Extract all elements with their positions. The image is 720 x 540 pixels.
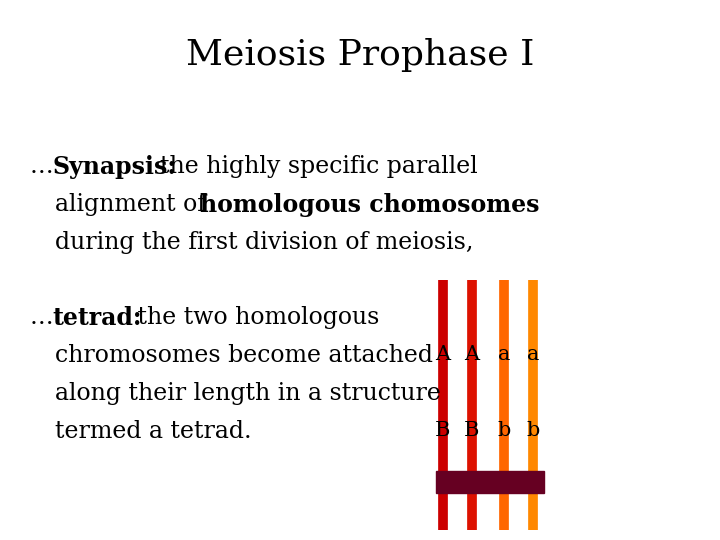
Text: Synapsis:: Synapsis: <box>52 155 176 179</box>
Text: a: a <box>498 346 510 365</box>
Text: homologous chomosomes: homologous chomosomes <box>200 193 539 217</box>
Text: A: A <box>464 346 480 365</box>
Text: b: b <box>526 421 539 440</box>
Text: B: B <box>464 421 480 440</box>
Text: a: a <box>526 346 539 365</box>
Text: A: A <box>435 346 451 365</box>
Text: B: B <box>435 421 451 440</box>
Text: Meiosis Prophase I: Meiosis Prophase I <box>186 38 534 72</box>
Text: b: b <box>498 421 510 440</box>
Text: during the first division of meiosis,: during the first division of meiosis, <box>55 231 474 254</box>
Text: the two homologous: the two homologous <box>130 306 379 329</box>
Text: along their length in a structure: along their length in a structure <box>55 382 441 405</box>
Text: chromosomes become attached: chromosomes become attached <box>55 344 433 367</box>
Text: the highly specific parallel: the highly specific parallel <box>160 155 478 178</box>
Text: alignment of: alignment of <box>55 193 206 216</box>
Text: tetrad:: tetrad: <box>52 306 142 330</box>
Text: termed a tetrad.: termed a tetrad. <box>55 420 251 443</box>
Text: …: … <box>30 155 53 178</box>
Bar <box>436 471 544 493</box>
Text: …: … <box>30 306 53 329</box>
